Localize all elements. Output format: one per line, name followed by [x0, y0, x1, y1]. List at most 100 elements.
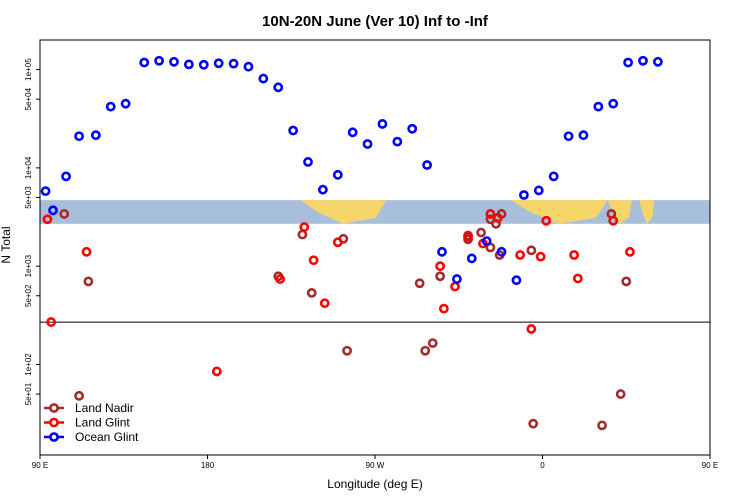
data-point — [74, 390, 84, 401]
data-point — [392, 136, 403, 147]
data-point — [213, 58, 224, 69]
y-tick-label: 1e+03 — [24, 254, 33, 277]
data-point — [420, 345, 431, 356]
y-tick-label: 5e+02 — [24, 284, 33, 307]
x-axis-label: Longitude (deg E) — [327, 477, 422, 491]
legend-marker — [49, 417, 59, 428]
data-point — [569, 250, 580, 260]
y-tick-label: 5e+03 — [24, 186, 33, 209]
data-point — [183, 59, 194, 70]
data-point — [319, 298, 330, 309]
chart-title: 10N-20N June (Ver 10) Inf to -Inf — [262, 13, 489, 30]
x-tick-label: 90 E — [702, 461, 718, 470]
x-tick-label: 90 W — [366, 461, 385, 470]
legend-label: Ocean Glint — [75, 430, 139, 444]
y-axis-label: N Total — [0, 226, 13, 263]
data-point — [228, 58, 239, 69]
legend-label: Land Glint — [75, 416, 130, 430]
data-point — [526, 324, 537, 334]
y-tick-label: 1e+02 — [24, 353, 33, 376]
data-point — [81, 246, 92, 257]
land-mass-africa — [510, 200, 608, 224]
series-ocean-glint — [40, 55, 663, 286]
legend-marker — [49, 432, 59, 442]
data-point — [258, 73, 269, 84]
data-point — [299, 222, 310, 232]
data-point — [303, 157, 313, 167]
x-tick-label: 90 E — [32, 461, 48, 470]
legend-item: Ocean Glint — [44, 430, 139, 444]
data-point — [572, 273, 583, 284]
data-point — [83, 276, 94, 287]
data-point — [621, 276, 632, 287]
data-point — [139, 57, 150, 68]
data-point — [46, 317, 57, 327]
data-point — [342, 345, 352, 356]
series-land-glint — [42, 209, 635, 377]
data-point — [638, 55, 648, 66]
data-point — [578, 130, 589, 141]
data-point — [347, 127, 358, 138]
data-point — [427, 338, 438, 349]
land-mass-asia — [639, 200, 655, 224]
data-point — [526, 245, 537, 256]
data-point — [211, 366, 222, 377]
x-tick-label: 180 — [201, 461, 215, 470]
data-point — [40, 186, 51, 197]
series-land-nadir — [59, 209, 632, 431]
data-point — [42, 214, 53, 225]
x-tick-label: 0 — [540, 461, 545, 470]
data-point — [438, 303, 449, 314]
data-point — [463, 231, 473, 242]
land-mass-india — [607, 200, 632, 224]
data-point — [496, 246, 507, 257]
data-point — [435, 261, 446, 272]
data-point — [608, 98, 619, 109]
data-point — [362, 139, 373, 149]
data-point — [615, 389, 626, 399]
data-point — [48, 205, 58, 216]
data-point — [332, 169, 343, 180]
data-point — [652, 56, 663, 67]
data-point — [198, 59, 209, 70]
data-point — [476, 227, 486, 238]
data-point — [533, 185, 544, 196]
data-point — [451, 274, 462, 284]
data-point — [273, 82, 284, 93]
data-point — [90, 130, 101, 141]
data-point — [563, 131, 574, 142]
legend-label: Land Nadir — [75, 401, 134, 415]
y-tick-label: 1e+04 — [24, 156, 33, 179]
data-point — [528, 418, 539, 429]
axes: 90 E 180 90 W 0 90 E 5e+01 1e+02 5e+02 1e+03 5e+0… — [24, 39, 718, 470]
data-point — [317, 184, 328, 195]
data-point — [541, 215, 552, 226]
y-tick-label: 5e+01 — [24, 382, 33, 405]
data-point — [535, 251, 546, 262]
data-point — [435, 271, 446, 282]
data-point — [105, 101, 116, 112]
data-point — [275, 274, 285, 284]
data-point — [414, 278, 425, 289]
data-point — [407, 123, 418, 134]
data-point — [466, 253, 477, 264]
data-point — [306, 287, 317, 298]
y-tick-label: 1e+05 — [24, 58, 33, 81]
data-point — [61, 171, 71, 182]
data-point — [59, 209, 70, 219]
data-point — [169, 56, 179, 67]
data-point — [548, 171, 559, 182]
data-point — [515, 250, 526, 260]
legend-item: Land Nadir — [44, 401, 134, 415]
data-point — [625, 246, 635, 257]
data-point — [297, 229, 308, 240]
data-point — [288, 125, 299, 136]
data-point — [623, 57, 634, 68]
data-point — [481, 236, 492, 246]
data-point — [593, 101, 604, 112]
data-point — [377, 119, 388, 129]
y-tick-label: 5e+04 — [24, 87, 33, 110]
